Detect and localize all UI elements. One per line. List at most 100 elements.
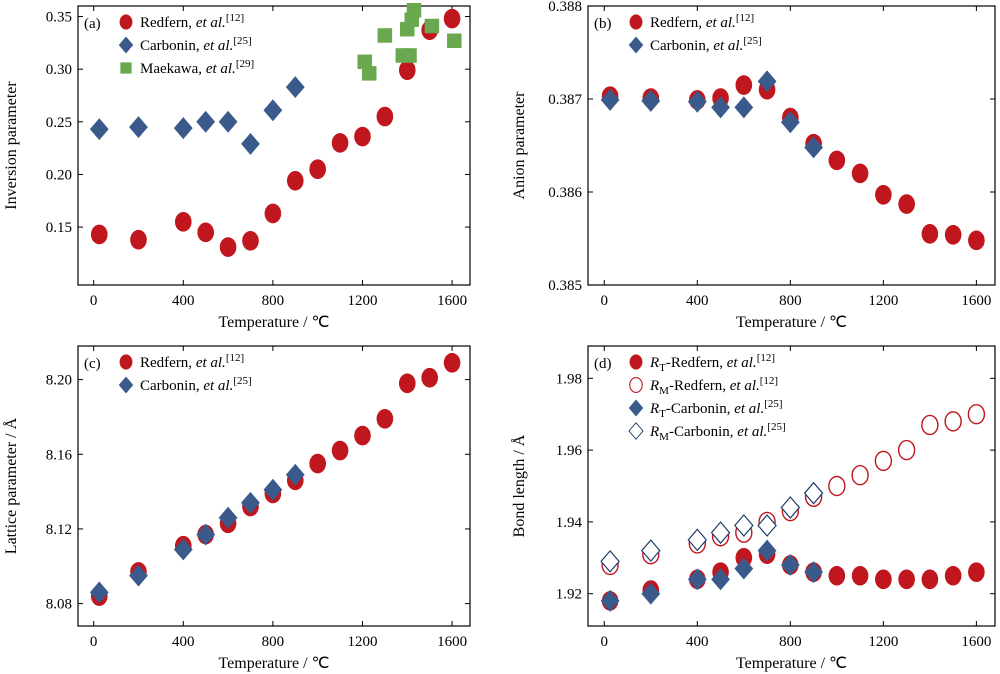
panel-c: 0 400 800 1200 1600 8.08 8.12 8.16 8.20 Temperatu… [2,345,471,672]
panel-a: 0 400 800 1200 1600 0.15 0.20 0.25 0.30 0.35 Tempe… [3,2,471,331]
x-axis-title: Temperature / ℃ [736,655,847,672]
plot-frame [77,345,471,627]
series-1 [600,70,823,159]
data-point [944,224,962,245]
data-point [851,163,869,184]
data-point [711,96,730,119]
panel-label: (b) [594,16,612,32]
x-tick-label: 1600 [437,634,467,650]
x-tick-label: 0 [601,293,609,309]
legend-marker [119,14,133,30]
data-point [424,18,440,34]
data-point [944,565,962,586]
series-2 [600,539,823,612]
data-point [780,496,801,519]
data-point [600,549,620,573]
data-point [173,117,193,140]
y-tick-label: 1.96 [556,443,583,459]
data-point [197,222,214,243]
data-point [641,89,661,112]
y-tick-label: 0.388 [548,0,582,15]
x-tick-label: 1200 [868,634,898,650]
x-tick-label: 0 [90,293,98,309]
plot-frame [77,5,471,286]
data-point [898,569,915,590]
legend-marker [628,399,644,417]
legend-label: Redfern, et al.[12] [650,12,754,31]
data-point [361,66,377,81]
data-point [804,561,823,584]
data-point [309,159,326,179]
data-point [89,581,109,604]
data-point [968,562,985,582]
data-point [447,33,462,48]
x-axis-title: Temperature / ℃ [218,314,329,331]
data-point [242,230,259,251]
legend-marker [120,62,132,74]
x-tick-label: 800 [779,634,802,650]
data-point [443,352,461,373]
data-point [331,440,349,461]
data-point [734,96,754,119]
y-tick-label: 8.16 [46,447,73,463]
panel-label: (d) [594,356,612,372]
x-tick-label: 1600 [961,634,991,650]
y-tick-label: 1.94 [556,515,583,531]
data-point [641,539,661,563]
plot-frame [587,345,996,627]
data-point [921,414,939,436]
series-2 [357,2,462,81]
data-point [968,230,985,251]
data-point [804,136,823,159]
legend-marker [119,354,133,370]
data-point [443,8,461,29]
y-tick-label: 0.387 [548,92,582,108]
data-point [129,564,148,587]
y-axis-title: Bond length / Å [510,434,528,537]
data-point [711,568,730,591]
data-point [828,475,846,497]
data-point [263,99,283,122]
data-point [710,521,731,545]
legend-label: RT-Carbonin, et al.[25] [649,398,783,420]
data-point [241,491,260,514]
legend-label: Carbonin, et al.[25] [140,375,252,394]
legend: Redfern, et al.[12] Carbonin, et al.[25] M… [118,12,254,77]
data-point [264,203,282,224]
legend-marker [628,422,644,440]
data-point [376,408,394,429]
x-tick-label: 400 [686,293,709,309]
data-point [734,557,754,580]
legend-marker [629,14,643,30]
data-point [354,126,371,147]
y-tick-label: 0.386 [548,185,582,201]
data-point [874,450,893,472]
data-point [967,404,986,425]
y-tick-label: 0.25 [46,115,72,131]
data-point [218,110,238,133]
data-point [218,506,238,529]
x-tick-label: 1200 [347,634,377,650]
y-tick-label: 0.385 [548,278,582,294]
x-tick-label: 1600 [437,293,467,309]
legend-label: Carbonin, et al.[25] [140,35,252,54]
legend-label: RT-Redfern, et al.[12] [649,352,775,374]
y-tick-label: 0.20 [46,167,72,183]
legend-marker [118,36,134,54]
x-tick-label: 400 [686,634,709,650]
data-point [687,528,708,552]
panel-b: 0 400 800 1200 1600 0.385 0.386 0.387 0.388 Tempe… [511,0,996,331]
data-point [735,75,753,95]
data-point [803,481,824,505]
data-point [851,565,869,586]
data-point [402,48,417,63]
data-point [828,565,846,586]
data-point [241,132,260,155]
data-point [263,478,283,501]
legend: Redfern, et al.[12] Carbonin, et al.[25] [118,352,252,394]
data-point [331,133,349,153]
data-point [734,514,754,537]
x-tick-label: 800 [779,293,802,309]
x-tick-label: 400 [172,634,195,650]
